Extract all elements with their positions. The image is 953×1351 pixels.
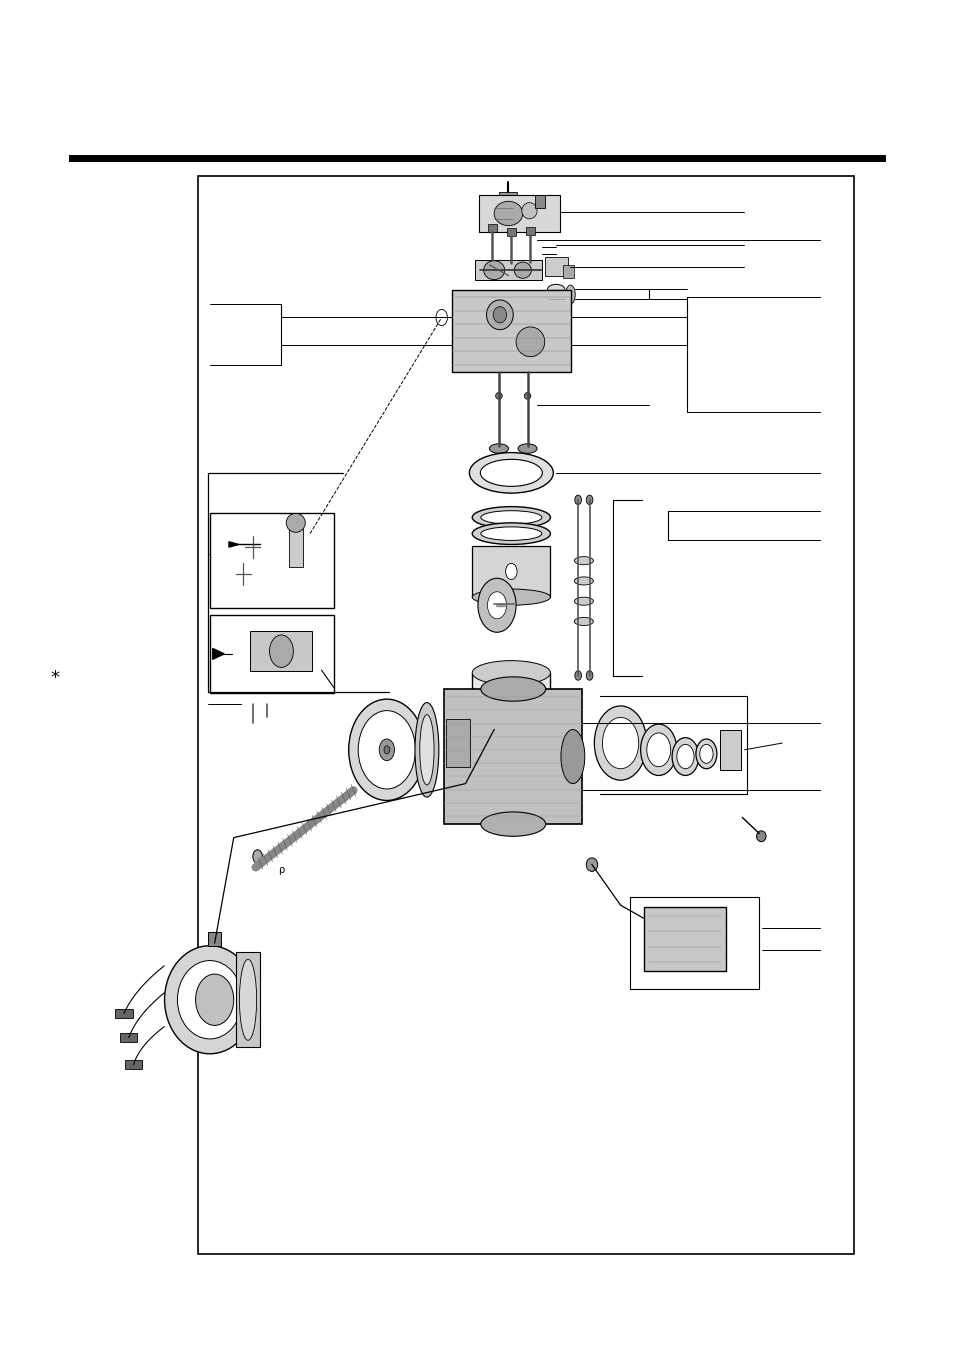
Ellipse shape: [514, 262, 531, 278]
Ellipse shape: [472, 523, 550, 544]
Bar: [115, 1008, 132, 1019]
Bar: [210, 513, 334, 608]
Bar: [444, 689, 581, 824]
Bar: [629, 897, 758, 989]
Ellipse shape: [565, 285, 575, 304]
Bar: [720, 730, 740, 770]
Ellipse shape: [469, 453, 553, 493]
Ellipse shape: [415, 703, 438, 797]
Bar: [526, 227, 535, 235]
Ellipse shape: [516, 327, 544, 357]
Ellipse shape: [357, 711, 416, 789]
Ellipse shape: [253, 850, 262, 863]
Bar: [507, 228, 516, 236]
Bar: [488, 224, 497, 232]
Ellipse shape: [700, 744, 713, 763]
Bar: [120, 1032, 137, 1043]
Ellipse shape: [494, 201, 522, 226]
Circle shape: [490, 588, 515, 623]
Ellipse shape: [379, 739, 395, 761]
Ellipse shape: [239, 959, 256, 1040]
Ellipse shape: [164, 946, 254, 1054]
Ellipse shape: [574, 597, 593, 605]
Polygon shape: [498, 192, 517, 195]
Ellipse shape: [671, 738, 698, 775]
Ellipse shape: [419, 715, 434, 785]
Text: ρ: ρ: [278, 865, 284, 875]
Ellipse shape: [574, 496, 581, 505]
Ellipse shape: [585, 858, 597, 871]
Bar: [125, 1059, 142, 1070]
Ellipse shape: [547, 295, 564, 303]
Ellipse shape: [560, 730, 584, 784]
Bar: [472, 546, 550, 597]
Ellipse shape: [585, 496, 593, 505]
Bar: [198, 176, 853, 1254]
Ellipse shape: [480, 677, 545, 701]
Ellipse shape: [574, 617, 593, 626]
Ellipse shape: [483, 261, 504, 280]
Bar: [288, 527, 303, 567]
Ellipse shape: [696, 739, 717, 769]
Text: *: *: [51, 669, 60, 688]
Ellipse shape: [480, 527, 541, 540]
Bar: [562, 265, 574, 278]
Polygon shape: [213, 648, 224, 659]
Ellipse shape: [177, 961, 242, 1039]
Bar: [452, 290, 570, 372]
Ellipse shape: [489, 444, 508, 454]
Ellipse shape: [505, 563, 517, 580]
Bar: [472, 673, 550, 794]
Ellipse shape: [496, 393, 501, 400]
Circle shape: [496, 596, 509, 615]
Bar: [250, 631, 312, 671]
Bar: [446, 719, 470, 767]
Ellipse shape: [480, 459, 542, 486]
Circle shape: [477, 578, 516, 632]
Ellipse shape: [756, 831, 765, 842]
Ellipse shape: [524, 393, 531, 400]
Ellipse shape: [472, 782, 550, 807]
Ellipse shape: [594, 705, 646, 781]
Polygon shape: [229, 542, 238, 547]
Bar: [535, 195, 544, 208]
Ellipse shape: [472, 589, 550, 605]
Ellipse shape: [646, 732, 670, 767]
Ellipse shape: [195, 974, 233, 1025]
Ellipse shape: [493, 307, 506, 323]
Bar: [544, 257, 567, 276]
Ellipse shape: [383, 746, 390, 754]
Ellipse shape: [472, 661, 550, 685]
Ellipse shape: [585, 670, 593, 681]
Ellipse shape: [286, 513, 305, 532]
Circle shape: [487, 592, 506, 619]
Ellipse shape: [480, 812, 545, 836]
Ellipse shape: [676, 744, 694, 769]
Bar: [210, 615, 334, 693]
Bar: [236, 952, 259, 1047]
Ellipse shape: [269, 635, 294, 667]
Bar: [644, 907, 724, 971]
Ellipse shape: [602, 717, 639, 769]
Ellipse shape: [472, 507, 550, 528]
Ellipse shape: [521, 203, 537, 219]
Ellipse shape: [480, 511, 541, 524]
Bar: [475, 259, 541, 281]
Bar: [479, 195, 559, 232]
Ellipse shape: [517, 444, 537, 454]
Ellipse shape: [574, 557, 593, 565]
Ellipse shape: [574, 670, 581, 681]
Ellipse shape: [547, 285, 564, 295]
Ellipse shape: [574, 577, 593, 585]
Ellipse shape: [436, 309, 447, 326]
Ellipse shape: [640, 724, 677, 775]
Bar: [208, 932, 221, 946]
Ellipse shape: [486, 300, 513, 330]
Ellipse shape: [349, 700, 425, 800]
